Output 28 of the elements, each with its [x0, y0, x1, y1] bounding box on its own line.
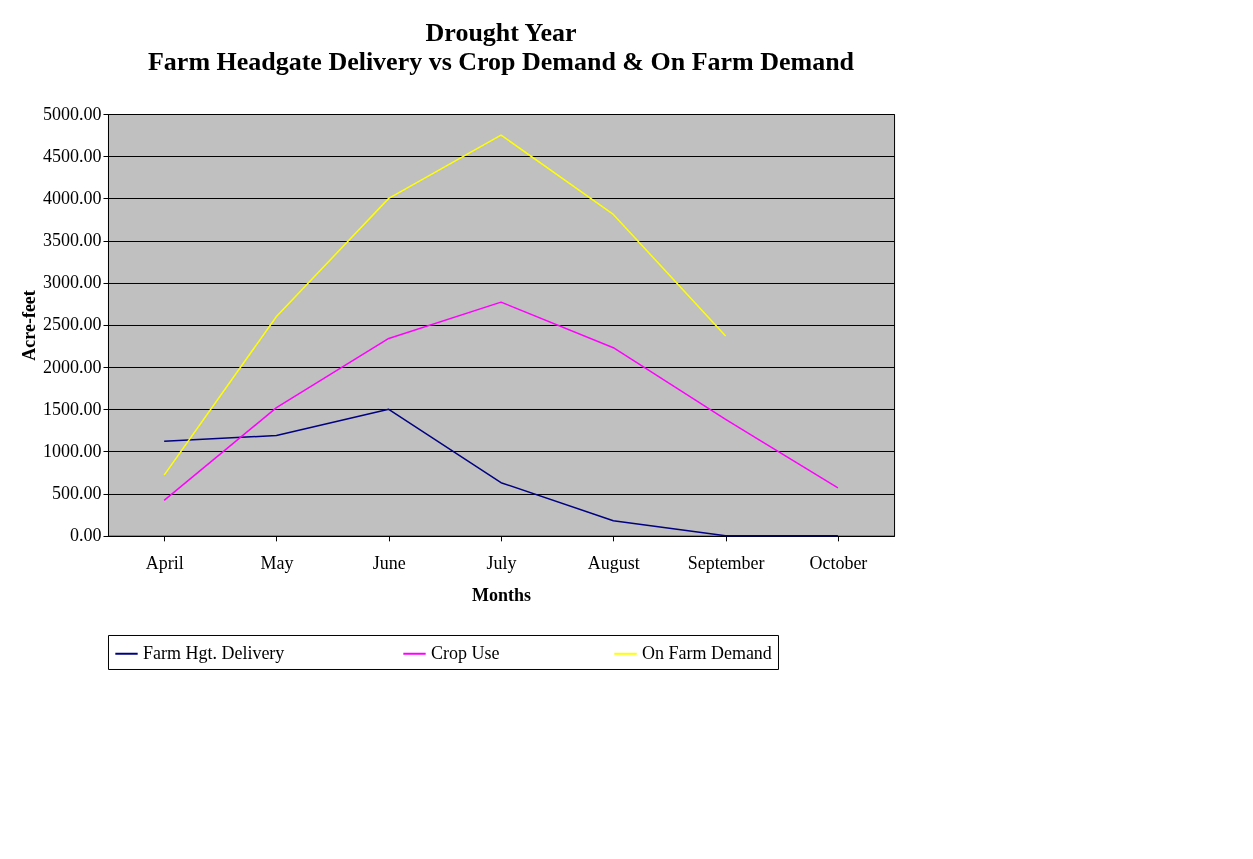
- line-series: [163, 301, 839, 502]
- y-tick-label: 2500.00: [43, 314, 102, 335]
- line-series: [163, 408, 839, 537]
- legend-label: Crop Use: [431, 642, 500, 663]
- x-tick-label: October: [809, 553, 868, 574]
- y-tick-label: 3000.00: [43, 272, 102, 293]
- y-tick-label: 4000.00: [43, 187, 102, 208]
- x-axis-title: Months: [472, 585, 532, 606]
- chart-subtitle: Farm Headgate Delivery vs Crop Demand & On Farm Demand: [147, 47, 855, 76]
- y-tick-label: 1000.00: [43, 440, 102, 461]
- x-tick-label: May: [260, 553, 294, 574]
- y-tick-label: 4500.00: [43, 145, 102, 166]
- x-tick-label: September: [687, 553, 765, 574]
- chart-title: Drought Year: [425, 18, 577, 47]
- x-tick-label: August: [587, 553, 640, 574]
- y-tick-label: 0.00: [70, 525, 102, 546]
- x-tick-label: April: [145, 553, 184, 574]
- legend-label: Farm Hgt. Delivery: [143, 642, 285, 663]
- line-series: [163, 134, 727, 476]
- x-tick-label: June: [372, 553, 406, 574]
- x-tick-label: July: [486, 553, 517, 574]
- y-axis-title: Acre-feet: [19, 290, 39, 361]
- y-tick-label: 2000.00: [43, 356, 102, 377]
- legend-label: On Farm Demand: [642, 642, 772, 663]
- y-tick-label: 500.00: [52, 483, 102, 504]
- y-tick-label: 1500.00: [43, 398, 102, 419]
- y-tick-label: 3500.00: [43, 230, 102, 251]
- y-tick-label: 5000.00: [43, 103, 102, 124]
